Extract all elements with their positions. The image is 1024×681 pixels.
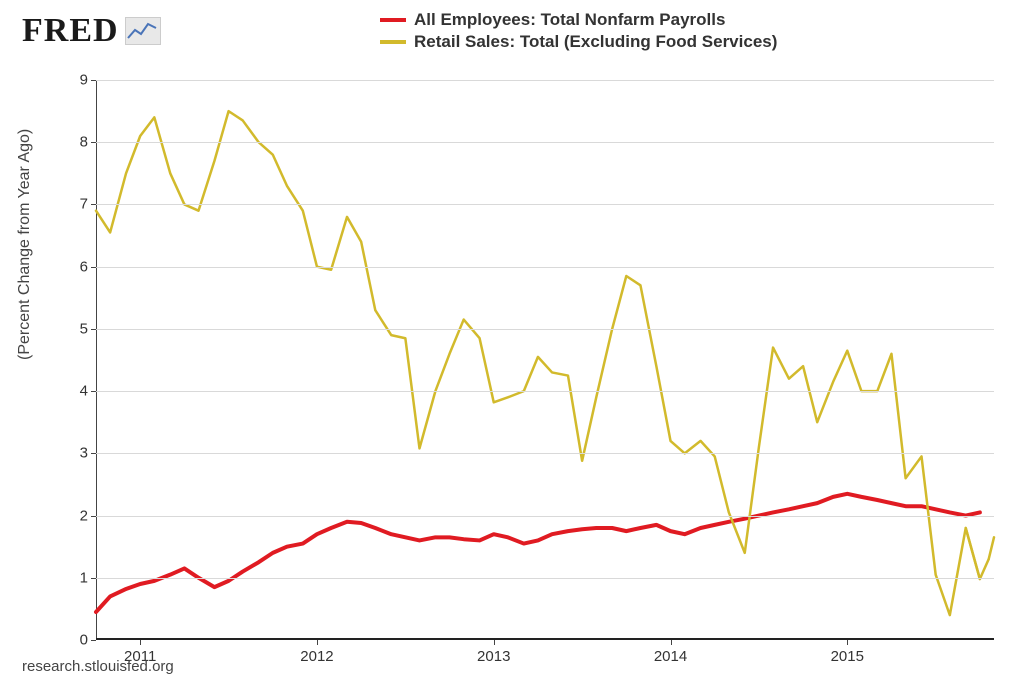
gridline — [96, 80, 994, 81]
legend-swatch — [380, 18, 406, 22]
ytick-label: 6 — [80, 258, 88, 275]
legend-item: Retail Sales: Total (Excluding Food Serv… — [380, 32, 777, 52]
xtick-mark — [140, 640, 141, 645]
ytick-label: 4 — [80, 383, 88, 400]
ytick-label: 7 — [80, 196, 88, 213]
ytick-label: 2 — [80, 507, 88, 524]
fred-logo: FRED — [22, 12, 161, 50]
x-axis — [96, 638, 994, 640]
ytick-mark — [91, 142, 96, 143]
plot-area: 012345678920112012201320142015 — [96, 80, 994, 640]
ytick-mark — [91, 267, 96, 268]
chart-container: FRED All Employees: Total Nonfarm Payrol… — [0, 0, 1024, 681]
legend-label: All Employees: Total Nonfarm Payrolls — [414, 10, 725, 30]
ytick-mark — [91, 80, 96, 81]
ytick-label: 5 — [80, 320, 88, 337]
series-retail_tail — [966, 528, 989, 579]
xtick-label: 2012 — [300, 648, 333, 665]
ytick-label: 0 — [80, 632, 88, 649]
chart-icon — [125, 17, 161, 45]
series-lines — [96, 80, 994, 640]
ytick-label: 3 — [80, 445, 88, 462]
source-footer: research.stlouisfed.org — [22, 658, 174, 675]
series-retail_tail2 — [989, 537, 994, 559]
gridline — [96, 267, 994, 268]
gridline — [96, 142, 994, 143]
ytick-mark — [91, 578, 96, 579]
ytick-label: 1 — [80, 569, 88, 586]
xtick-mark — [671, 640, 672, 645]
gridline — [96, 391, 994, 392]
y-axis-label: (Percent Change from Year Ago) — [16, 129, 34, 360]
logo-text: FRED — [22, 12, 119, 50]
xtick-label: 2015 — [831, 648, 864, 665]
gridline — [96, 329, 994, 330]
xtick-label: 2013 — [477, 648, 510, 665]
xtick-mark — [317, 640, 318, 645]
gridline — [96, 204, 994, 205]
ytick-mark — [91, 391, 96, 392]
xtick-mark — [847, 640, 848, 645]
ytick-mark — [91, 516, 96, 517]
ytick-label: 9 — [80, 72, 88, 89]
ytick-mark — [91, 640, 96, 641]
gridline — [96, 453, 994, 454]
ytick-mark — [91, 204, 96, 205]
legend-label: Retail Sales: Total (Excluding Food Serv… — [414, 32, 777, 52]
gridline — [96, 516, 994, 517]
ytick-mark — [91, 453, 96, 454]
series-payrolls — [96, 494, 980, 612]
gridline — [96, 578, 994, 579]
legend: All Employees: Total Nonfarm Payrolls Re… — [380, 10, 777, 54]
legend-swatch — [380, 40, 406, 44]
legend-item: All Employees: Total Nonfarm Payrolls — [380, 10, 777, 30]
xtick-label: 2014 — [654, 648, 687, 665]
xtick-mark — [494, 640, 495, 645]
ytick-mark — [91, 329, 96, 330]
ytick-label: 8 — [80, 134, 88, 151]
